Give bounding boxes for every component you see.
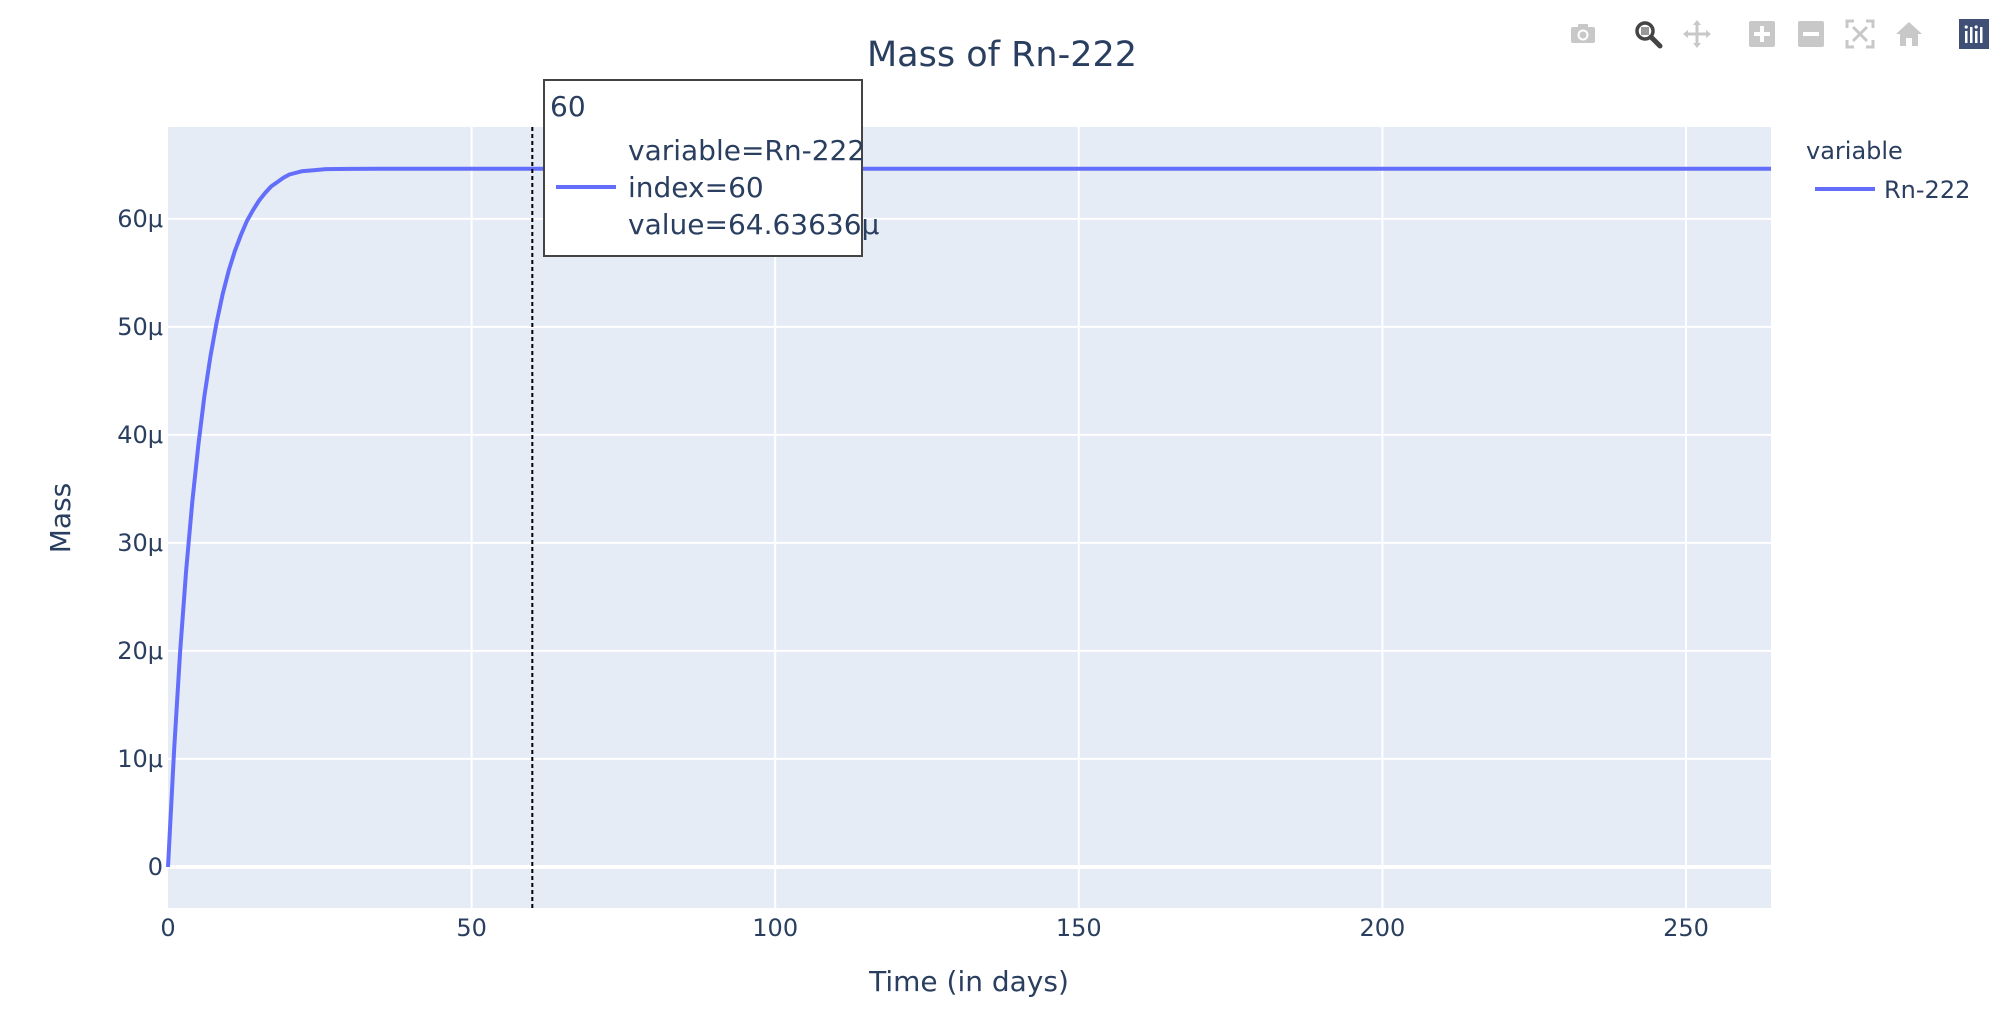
legend-item-rn-222[interactable]: Rn-222 [1815,176,1970,204]
ticks: 0 50 100 150 200 250 0 10μ 20μ 30μ 40μ 50μ 60μ [117,205,1709,942]
grid [168,127,1771,908]
zoom-icon [1634,21,1662,49]
x-tick-label: 200 [1359,914,1405,942]
pan-button[interactable] [1672,14,1721,54]
autoscale-icon [1845,19,1874,49]
y-tick-label: 40μ [117,421,163,449]
x-tick-label: 0 [160,914,175,942]
y-tick-label: 50μ [117,313,163,341]
hover-header: 60 [550,90,586,123]
zoom-button[interactable] [1623,14,1672,54]
y-tick-label: 10μ [117,745,163,773]
zoom-out-button[interactable] [1786,14,1835,54]
y-tick-label: 30μ [117,529,163,557]
x-tick-label: 100 [752,914,798,942]
home-icon [1895,22,1922,46]
plotly-logo-button[interactable] [1949,14,1998,54]
hover-line: value=64.63636μ [628,208,880,241]
y-tick-label: 0 [148,853,163,881]
plotly-logo-icon [1958,19,1989,49]
hover-line: index=60 [628,171,764,204]
x-tick-label: 250 [1663,914,1709,942]
modebar [1558,14,1998,54]
y-axis-title: Mass [44,483,77,554]
camera-button[interactable] [1558,14,1607,54]
y-tick-label: 60μ [117,205,163,233]
plot-area[interactable] [168,127,1771,908]
camera-icon [1570,24,1595,43]
legend-title: variable [1806,137,1903,165]
hover-box [543,79,863,257]
autoscale-button[interactable] [1835,14,1884,54]
home-button[interactable] [1884,14,1933,54]
zoom-in-icon [1748,21,1775,47]
pan-icon [1682,20,1711,48]
legend: variable Rn-222 [1806,137,1970,204]
hover-line: variable=Rn-222 [628,134,865,167]
x-axis-title: Time (in days) [868,965,1069,998]
x-tick-label: 150 [1056,914,1102,942]
hover-tooltip: 60 variable=Rn-222 index=60 value=64.63636μ [531,79,880,908]
zoom-out-icon [1797,21,1824,47]
y-tick-label: 20μ [117,637,163,665]
zoom-in-button[interactable] [1737,14,1786,54]
x-tick-label: 50 [456,914,487,942]
chart-title: Mass of Rn-222 [867,35,1137,75]
legend-item-label: Rn-222 [1884,176,1970,204]
